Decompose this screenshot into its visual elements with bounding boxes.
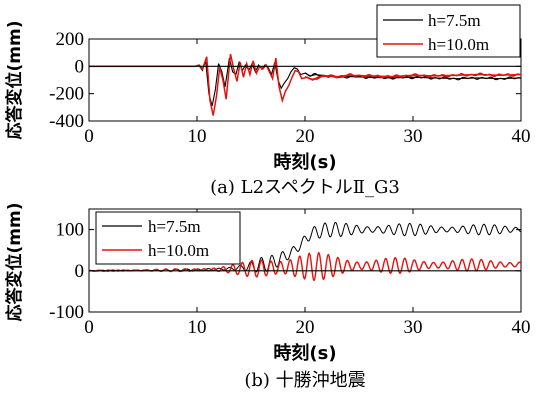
panel-a-xtick-label: 40 [512, 126, 531, 147]
panel-a-ytick-label: 0 [75, 56, 85, 77]
panel-a-xtick-label: 30 [404, 126, 423, 147]
panel-b-legend: h=7.5m h=10.0m [95, 211, 241, 265]
panel-b-xlabel: 時刻(s) [273, 342, 336, 364]
panel-a-series-0-line [89, 58, 521, 107]
panel-b-ytick-label: -100 [49, 302, 84, 323]
panel-a-legend: h=7.5m h=10.0m [376, 4, 521, 58]
panel-a-xtick-label: 0 [84, 126, 94, 147]
panel-a-ytick-label: -400 [49, 111, 84, 132]
panel-b-legend-label-0: h=7.5m [148, 217, 201, 236]
panel-b-legend-box [95, 211, 241, 265]
panel-a-legend-box [376, 4, 521, 58]
panel-b-xtick-label: 30 [404, 317, 423, 338]
panel-b-ylabel: 応答変位(mm) [4, 203, 25, 322]
panel-a-ytick-label: -200 [49, 84, 84, 105]
panel-b-ytick-label: 0 [75, 261, 85, 282]
panel-a-series-1-tail [304, 72, 521, 80]
panel-a-ylabel: 応答変位(mm) [4, 21, 25, 140]
panel-b-xtick-label: 10 [188, 317, 207, 338]
panel-b-caption: (b) 十勝沖地震 [244, 370, 365, 391]
panel-b-legend-label-1: h=10.0m [148, 241, 209, 260]
panel-b-ytick-label: 100 [56, 220, 85, 241]
panel-a-caption: (a) L2スペクトルⅡ_G3 [210, 177, 400, 198]
panel-a-xtick-label: 20 [296, 126, 315, 147]
panel-b-xtick-label: 0 [84, 317, 94, 338]
panel-b-xtick-label: 40 [512, 317, 531, 338]
panel-a-xtick-label: 10 [188, 126, 207, 147]
panel-a-xlabel: 時刻(s) [273, 151, 336, 173]
panel-a-ytick-label: 200 [56, 29, 85, 50]
panel-b-xtick-label: 20 [296, 317, 315, 338]
panel-a-legend-label-1: h=10.0m [428, 35, 489, 54]
panel-a-legend-label-0: h=7.5m [428, 11, 481, 30]
